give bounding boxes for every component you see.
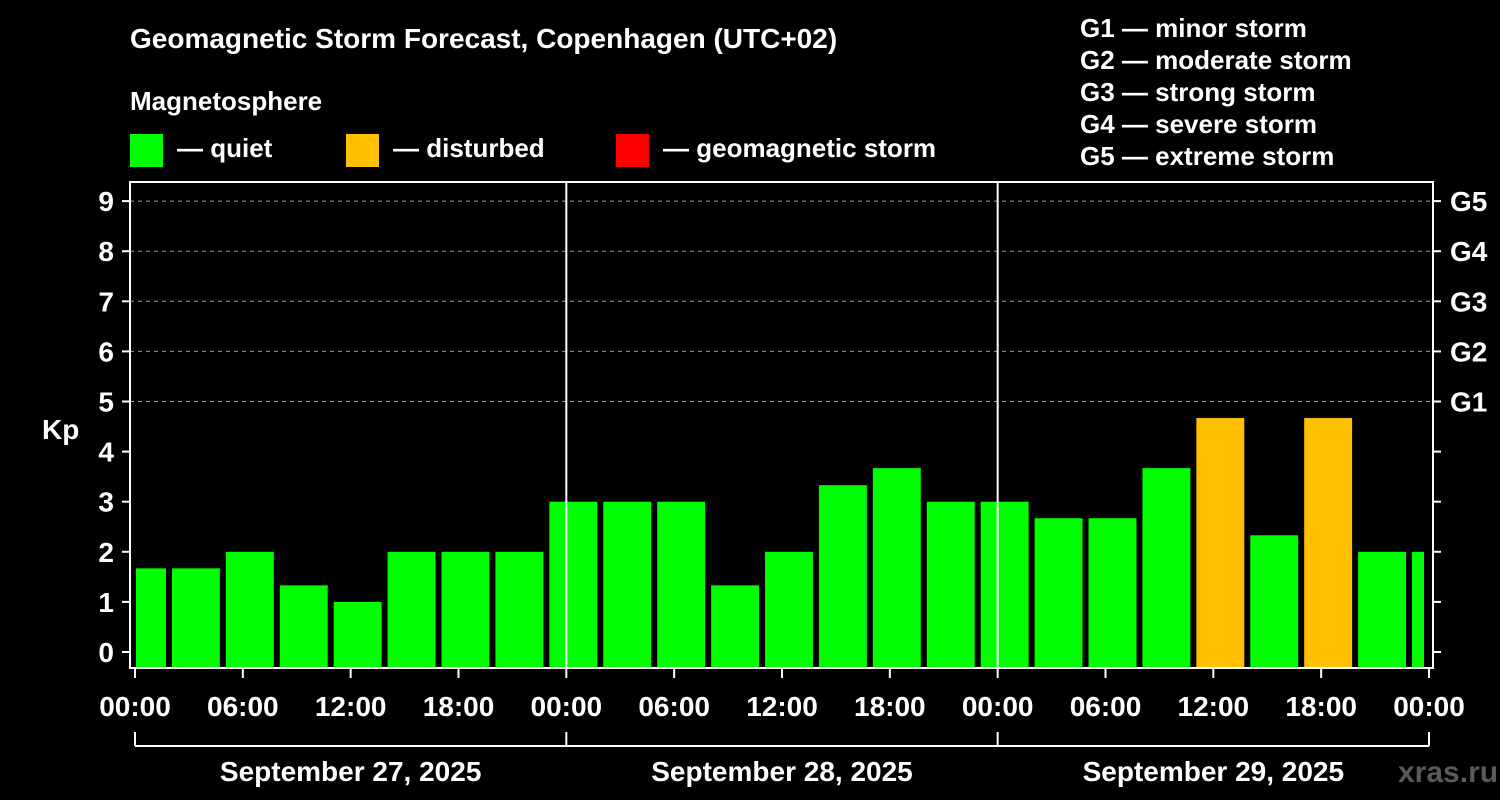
kp-bar-13 xyxy=(818,485,867,668)
kp-bar-22 xyxy=(1304,418,1353,668)
y-axis: 0 1 2 3 4 5 6 7 8 9 xyxy=(98,186,130,668)
legend-label-disturbed: — disturbed xyxy=(393,133,545,163)
kp-bar-0 xyxy=(136,568,166,668)
g-scale-legend: G1 — minor storm G2 — moderate storm G3 … xyxy=(1080,13,1352,171)
right-axis-label-g3: G3 xyxy=(1450,286,1487,317)
x-tick-label-8: 00:00 xyxy=(962,691,1034,722)
kp-bar-3 xyxy=(279,585,328,668)
color-legend: — quiet — disturbed — geomagnetic storm xyxy=(130,133,936,167)
kp-bar-9 xyxy=(603,501,652,668)
y-tick-label-5: 5 xyxy=(98,387,114,418)
bars xyxy=(136,418,1424,668)
kp-bar-16 xyxy=(980,501,1029,668)
kp-bar-10 xyxy=(657,501,706,668)
right-axis-label-g1: G1 xyxy=(1450,387,1487,418)
kp-bar-15 xyxy=(926,501,975,668)
kp-bar-8 xyxy=(549,501,598,668)
g-scale-g3: G3 — strong storm xyxy=(1080,77,1315,107)
y-axis-label: Kp xyxy=(42,414,79,445)
x-tick-label-2: 12:00 xyxy=(315,691,387,722)
y-tick-label-7: 7 xyxy=(98,286,114,317)
x-tick-label-7: 18:00 xyxy=(854,691,926,722)
x-tick-label-12: 00:00 xyxy=(1393,691,1465,722)
kp-bar-14 xyxy=(872,468,921,668)
kp-bar-7 xyxy=(495,551,544,668)
kp-bar-21 xyxy=(1250,535,1299,668)
magnetosphere-label: Magnetosphere xyxy=(130,86,322,116)
g-scale-g1: G1 — minor storm xyxy=(1080,13,1307,43)
date-label-2: September 29, 2025 xyxy=(1083,756,1345,787)
kp-bar-17 xyxy=(1034,518,1083,668)
g-scale-g5: G5 — extreme storm xyxy=(1080,141,1334,171)
x-tick-label-4: 00:00 xyxy=(531,691,603,722)
x-tick-label-6: 12:00 xyxy=(746,691,818,722)
x-tick-label-3: 18:00 xyxy=(423,691,495,722)
x-tick-label-0: 00:00 xyxy=(99,691,171,722)
legend-label-quiet: — quiet xyxy=(177,133,273,163)
kp-bar-1 xyxy=(171,568,220,668)
legend-swatch-disturbed xyxy=(346,134,379,167)
y-tick-label-9: 9 xyxy=(98,186,114,217)
kp-bar-2 xyxy=(225,551,274,668)
watermark: xras.ru xyxy=(1398,756,1498,789)
kp-bar-20 xyxy=(1196,418,1245,668)
legend-swatch-storm xyxy=(616,134,649,167)
kp-bar-5 xyxy=(387,551,436,668)
x-axis: 00:00 06:00 12:00 18:00 00:00 06:00 12:00 18:00… xyxy=(99,668,1465,722)
legend-label-storm: — geomagnetic storm xyxy=(663,133,936,163)
kp-bar-18 xyxy=(1088,518,1137,668)
right-axis-label-g4: G4 xyxy=(1450,236,1488,267)
date-label-0: September 27, 2025 xyxy=(220,756,482,787)
g-scale-g2: G2 — moderate storm xyxy=(1080,45,1352,75)
kp-bar-24 xyxy=(1412,551,1424,668)
date-label-1: September 28, 2025 xyxy=(651,756,913,787)
x-tick-label-11: 18:00 xyxy=(1285,691,1357,722)
grid-lines xyxy=(130,200,1433,402)
y-tick-label-6: 6 xyxy=(98,336,114,367)
kp-bar-6 xyxy=(441,551,490,668)
chart-title: Geomagnetic Storm Forecast, Copenhagen (… xyxy=(130,23,837,54)
legend-swatch-quiet xyxy=(130,134,163,167)
date-axis: September 27, 2025 September 28, 2025 Sept… xyxy=(134,732,1430,787)
kp-bar-19 xyxy=(1142,468,1191,668)
y-tick-label-2: 2 xyxy=(98,537,114,568)
y-tick-label-3: 3 xyxy=(98,487,114,518)
kp-bar-12 xyxy=(765,551,813,668)
right-axis-label-g2: G2 xyxy=(1450,336,1487,367)
x-tick-label-5: 06:00 xyxy=(638,691,710,722)
kp-bar-23 xyxy=(1358,551,1407,668)
kp-bar-4 xyxy=(333,601,382,668)
y-tick-label-0: 0 xyxy=(98,637,114,668)
x-tick-label-1: 06:00 xyxy=(207,691,279,722)
x-tick-label-10: 12:00 xyxy=(1178,691,1250,722)
y-tick-label-8: 8 xyxy=(98,236,114,267)
y-tick-label-4: 4 xyxy=(98,437,114,468)
y-tick-label-1: 1 xyxy=(98,587,114,618)
kp-bar-11 xyxy=(711,585,760,668)
right-axis: G1 G2 G3 G4 G5 xyxy=(1433,186,1488,653)
x-tick-label-9: 06:00 xyxy=(1070,691,1142,722)
g-scale-g4: G4 — severe storm xyxy=(1080,109,1317,139)
right-axis-label-g5: G5 xyxy=(1450,186,1487,217)
